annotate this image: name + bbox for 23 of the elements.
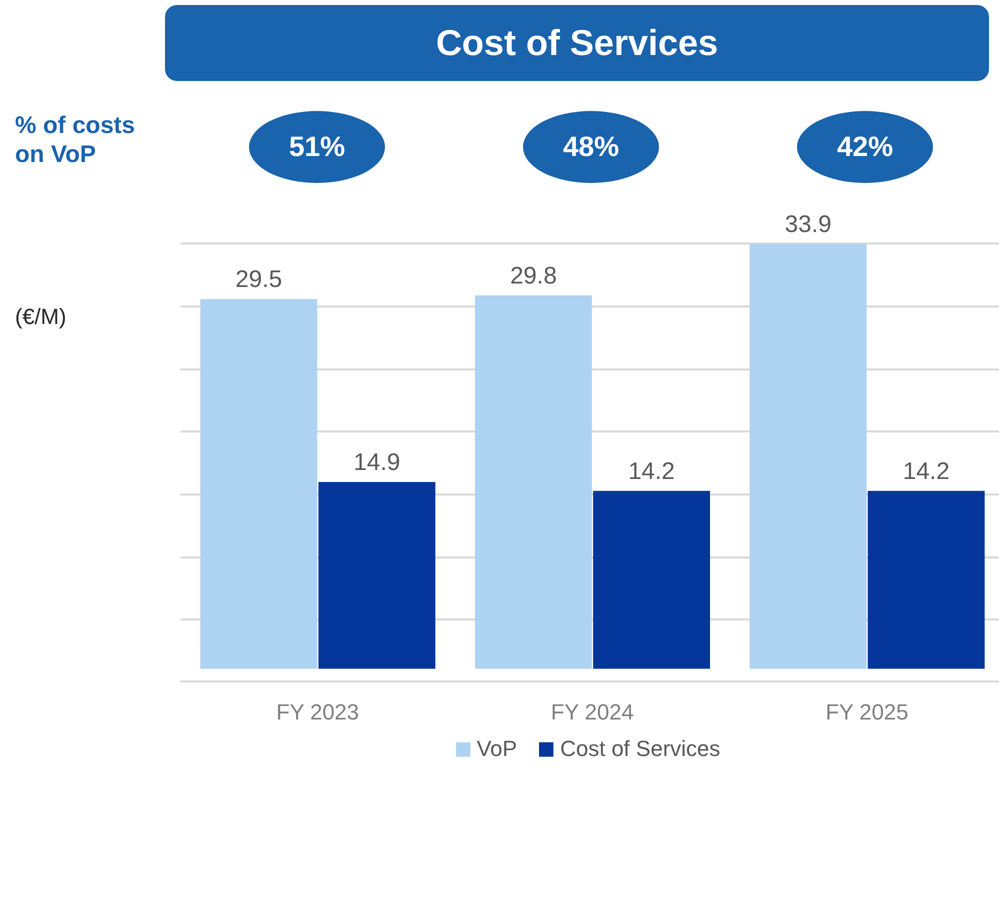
x-tick-label: FY 2023 [276,700,360,724]
data-label: 33.9 [784,210,832,238]
text: 48% [562,130,620,164]
bar [474,295,592,669]
text: 42% [836,130,894,164]
text: 51% [288,130,346,164]
data-label: 14.2 [628,458,675,485]
data-label: 29.8 [510,262,557,290]
data-label: 14.2 [902,458,950,485]
bar [318,482,436,669]
x-tick-label: FY 2025 [826,700,908,724]
data-label: 14.9 [354,449,400,476]
bar [750,244,867,669]
x-tick-label: FY 2024 [550,700,634,724]
chart-title: Cost of Services [436,21,718,65]
legend-label: Cost of Services [560,736,720,762]
bar [593,490,710,669]
text: % of costs on VoP [15,111,136,169]
bar [200,299,318,669]
text: (€/M) [15,303,66,331]
data-label: 29.5 [235,266,282,294]
legend-label: VoP [476,736,518,762]
bar [868,490,985,669]
